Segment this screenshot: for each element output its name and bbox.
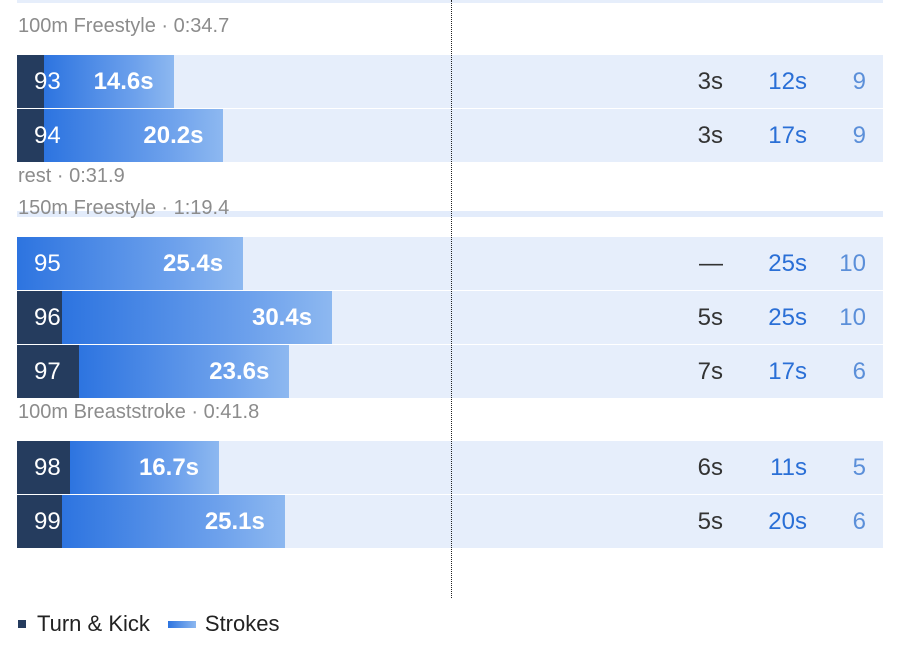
top-rule [17, 0, 883, 3]
interval-id: 94 [34, 122, 61, 149]
turn-time-cell: 5s [697, 304, 723, 331]
strokes-time-cell: 12s [768, 68, 807, 95]
strokes-time-cell: 25s [768, 304, 807, 331]
turn-kick-segment [17, 495, 62, 548]
strokes-segment [43, 55, 174, 108]
interval-row[interactable]: 98 16.7s 6s 11s 5 [17, 441, 883, 494]
interval-row[interactable]: 93 14.6s 3s 12s 9 [17, 55, 883, 108]
group-label: rest · 0:31.9 [18, 165, 125, 187]
strokes-segment [61, 495, 285, 548]
legend-label-turn: Turn & Kick [37, 611, 150, 636]
strokes-time-cell: 20s [768, 508, 807, 535]
interval-id: 99 [34, 508, 61, 535]
turn-time-cell: — [699, 250, 723, 277]
interval-id: 95 [34, 250, 61, 277]
interval-id: 97 [34, 358, 61, 385]
strokes-value-label: 16.7s [138, 454, 200, 481]
strokes-time-cell: 17s [768, 358, 807, 385]
group-label: 100m Breaststroke · 0:41.8 [18, 401, 260, 423]
stroke-count-cell: 6 [852, 508, 866, 535]
strokes-segment [61, 291, 333, 344]
turn-time-cell: 5s [697, 508, 723, 535]
stroke-count-cell: 6 [852, 358, 866, 385]
strokes-segment [17, 237, 244, 290]
legend-swatch-turn [18, 620, 26, 628]
turn-time-cell: 3s [697, 122, 723, 149]
interval-id: 96 [34, 304, 61, 331]
interval-id: 98 [34, 454, 61, 481]
turn-kick-segment [17, 291, 62, 344]
interval-row[interactable]: 96 30.4s 5s 25s 10 [17, 291, 883, 344]
stroke-count-cell: 10 [839, 304, 866, 331]
rest-separator [17, 211, 883, 217]
turn-kick-segment [17, 441, 71, 494]
turn-kick-segment [17, 55, 44, 108]
stroke-count-cell: 9 [852, 122, 866, 149]
strokes-value-label: 20.2s [143, 122, 204, 149]
group-label: 100m Freestyle · 0:34.7 [18, 15, 230, 37]
stroke-count-cell: 10 [839, 250, 866, 277]
strokes-segment [79, 345, 290, 398]
legend: Turn & Kick Strokes [18, 610, 279, 638]
interval-id: 93 [34, 68, 61, 95]
interval-row[interactable]: 95 25.4s — 25s 10 [17, 237, 883, 290]
strokes-time-cell: 17s [768, 122, 807, 149]
stroke-count-cell: 9 [852, 68, 866, 95]
strokes-time-cell: 25s [768, 250, 807, 277]
strokes-segment [70, 441, 220, 494]
strokes-segment [43, 109, 224, 162]
stroke-count-cell: 5 [852, 454, 866, 481]
legend-label-strokes: Strokes [204, 611, 280, 636]
strokes-value-label: 25.4s [162, 250, 224, 277]
strokes-value-label: 25.1s [204, 508, 265, 535]
interval-row[interactable]: 99 25.1s 5s 20s 6 [17, 495, 883, 548]
turn-kick-segment [17, 345, 80, 398]
interval-row[interactable]: 94 20.2s 3s 17s 9 [17, 109, 883, 162]
group-label: 150m Freestyle · 1:19.4 [18, 197, 230, 219]
strokes-value-label: 14.6s [93, 68, 154, 95]
legend-swatch-strokes [167, 620, 196, 628]
interval-row[interactable]: 97 23.6s 7s 17s 6 [17, 345, 883, 398]
turn-time-cell: 6s [697, 454, 723, 481]
turn-kick-segment [17, 109, 44, 162]
turn-time-cell: 7s [697, 358, 723, 385]
strokes-time-cell: 11s [770, 454, 807, 481]
reference-marker-line [451, 0, 452, 598]
turn-time-cell: 3s [697, 68, 723, 95]
strokes-value-label: 23.6s [209, 358, 270, 385]
strokes-value-label: 30.4s [251, 304, 313, 331]
